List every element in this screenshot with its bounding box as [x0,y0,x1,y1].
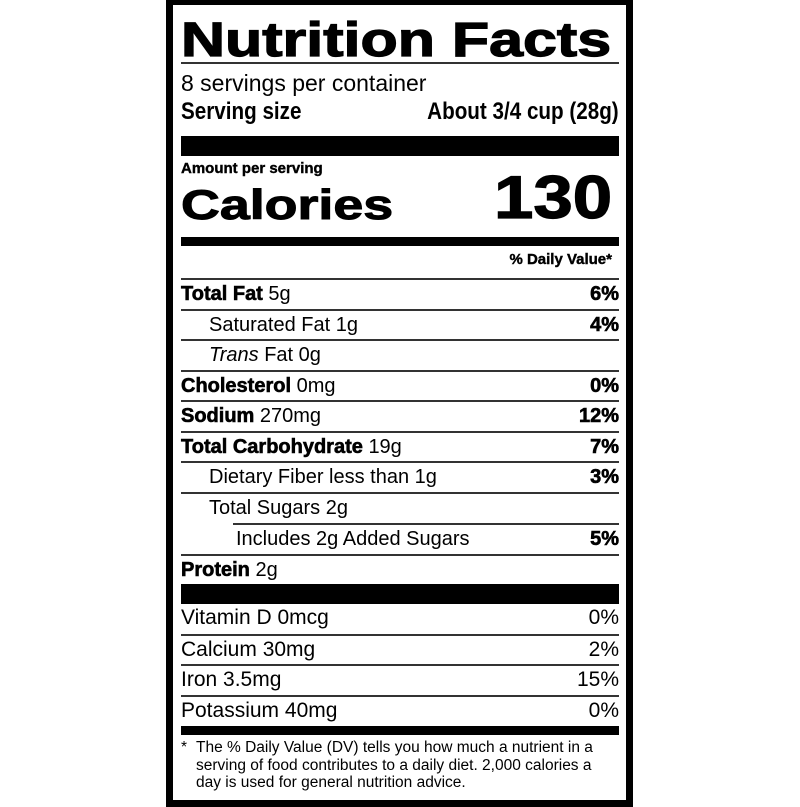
serving-size-row: Serving size About 3/4 cup (28g) [181,97,619,127]
servings-per-container: 8 servings per container [181,70,427,96]
nutrient-name-amount: Includes 2g Added Sugars [233,525,470,553]
nutrient-name-amount: Trans Fat 0g [181,341,321,369]
nutrient-name: Includes 2g Added Sugars [236,528,470,550]
calories-value: 130 [493,164,613,231]
vitamin-amount: 3.5mg [223,668,282,691]
nutrient-amount: 0mg [296,375,336,397]
nutrient-name: Total Carbohydrate [181,436,363,459]
nutrient-name-italic: Trans [209,344,259,366]
nutrient-name-amount: Protein 2g [181,556,278,584]
nutrient-amount: 1g [335,314,358,336]
thick-divider [181,136,619,156]
serving-size-label: Serving size [181,98,302,125]
nutrient-name: Protein [181,559,251,582]
vitamin-name: Vitamin D [181,606,272,629]
vitamin-daily-value: 0% [588,606,619,629]
nutrient-row: Sodium 270mg 12% [181,400,619,430]
vitamin-daily-value: 15% [576,668,619,691]
vitamin-row: Vitamin D 0mcg 0% [181,604,619,634]
nutrient-name-amount: Total Carbohydrate 19g [181,433,402,461]
nutrient-row: Protein 2g [181,554,619,584]
nutrient-daily-value: 3% [590,466,620,489]
nutrient-name-amount: Total Sugars 2g [181,494,348,522]
vitamin-name-amount: Potassium 40mg [181,697,337,725]
nutrient-amount: 2g [255,559,278,581]
nutrient-row: Cholesterol 0mg 0% [181,370,619,400]
vitamin-name: Calcium [181,638,257,661]
nutrient-name: Dietary Fiber [209,466,324,488]
vitamin-daily-value: 0% [588,699,619,722]
vitamin-name-amount: Vitamin D 0mcg [181,604,329,634]
nutrient-row: Total Sugars 2g [181,492,619,522]
vitamin-amount: 0mcg [277,606,329,629]
nutrient-row: Dietary Fiber less than 1g 3% [181,461,619,491]
vitamin-row: Potassium 40mg 0% [181,695,619,725]
medium-divider [181,726,619,735]
footnote: * The % Daily Value (DV) tells you how m… [181,739,619,792]
nutrient-row: Saturated Fat 1g 4% [181,309,619,339]
nutrient-name: Fat [264,344,294,366]
nutrient-name-amount: Sodium 270mg [181,402,321,430]
vitamin-row: Iron 3.5mg 15% [181,664,619,694]
medium-divider [181,237,619,246]
nutrient-amount: 0g [298,344,321,366]
nutrient-daily-value: 7% [590,436,620,459]
nutrient-name-amount: Total Fat 5g [181,280,291,308]
serving-size-value: About 3/4 cup (28g) [427,98,619,125]
nutrient-name-amount: Cholesterol 0mg [181,372,336,400]
nutrient-amount: 5g [268,283,291,305]
nutrient-daily-value: 12% [578,405,620,428]
nutrient-daily-value: 4% [590,314,620,337]
vitamin-name-amount: Calcium 30mg [181,636,315,664]
nutrition-facts-label: Nutrition Facts 8 servings per container… [166,0,633,807]
label-title: Nutrition Facts [180,13,612,67]
nutrient-name: Total Sugars [209,497,321,519]
vitamin-name: Iron [181,668,218,691]
nutrient-name: Sodium [181,405,255,428]
vitamin-daily-value: 2% [588,638,619,661]
calories-label: Calories [180,181,394,228]
nutrient-amount: 19g [368,436,402,458]
footnote-marker: * [181,739,188,756]
nutrient-amount: less than 1g [329,466,437,488]
nutrient-daily-value: 5% [590,528,620,551]
footnote-text: The % Daily Value (DV) tells you how muc… [196,739,593,791]
nutrient-row: Trans Fat 0g [181,339,619,369]
nutrient-amount: 2g [325,497,348,519]
nutrient-row: Total Carbohydrate 19g 7% [181,431,619,461]
nutrient-row: Includes 2g Added Sugars 5% [233,523,619,553]
nutrient-amount: 270mg [259,405,322,427]
vitamin-name-amount: Iron 3.5mg [181,666,281,694]
nutrient-name-amount: Dietary Fiber less than 1g [181,463,437,491]
vitamin-row: Calcium 30mg 2% [181,634,619,664]
nutrient-name: Total Fat [181,283,263,306]
thick-divider [181,584,619,604]
nutrient-row: Total Fat 5g 6% [181,278,619,308]
nutrient-name: Saturated Fat [209,314,331,336]
vitamin-amount: 40mg [284,699,338,722]
nutrient-name-amount: Saturated Fat 1g [181,311,358,339]
nutrient-name: Cholesterol [181,375,292,398]
nutrient-daily-value: 6% [590,283,620,306]
vitamin-amount: 30mg [262,638,316,661]
nutrient-daily-value: 0% [590,375,620,398]
amount-per-serving: Amount per serving [181,160,323,177]
vitamin-name: Potassium [181,699,280,722]
daily-value-header: % Daily Value* [509,251,612,268]
divider [181,62,619,64]
